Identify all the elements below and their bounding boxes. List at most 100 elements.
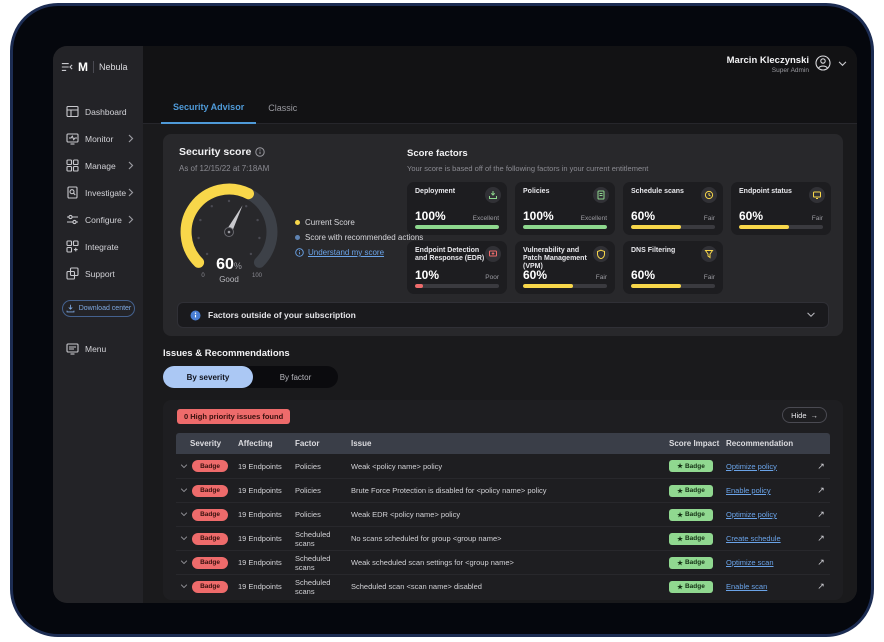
severity-badge: Badge bbox=[192, 460, 228, 472]
table-header-row: Severity Affecting Factor Issue Score Im… bbox=[176, 433, 830, 454]
table-row[interactable]: Badge 19 Endpoints Policies Brute Force … bbox=[176, 478, 830, 502]
integrate-icon bbox=[66, 240, 79, 253]
col-score-impact: Score Impact bbox=[669, 439, 720, 448]
score-factors-subtitle: Your score is based off of the following… bbox=[407, 164, 649, 173]
sidebar-item-menu[interactable]: Menu bbox=[66, 342, 106, 355]
recommendation-link[interactable]: Optimize policy bbox=[726, 510, 777, 519]
table-row[interactable]: Badge 19 Endpoints Policies Weak EDR <po… bbox=[176, 502, 830, 526]
factor-card-endpoint-status[interactable]: Endpoint status 60% Fair bbox=[731, 182, 831, 235]
table-row[interactable]: Badge 19 Endpoints Policies Weak <policy… bbox=[176, 454, 830, 478]
external-link-icon[interactable]: ↗ bbox=[817, 581, 825, 591]
user-menu-chevron-icon[interactable] bbox=[838, 61, 847, 67]
score-impact-badge: ★ Badge bbox=[669, 508, 713, 521]
row-expand-chevron-icon[interactable] bbox=[180, 536, 188, 541]
avatar-icon[interactable] bbox=[815, 55, 831, 71]
external-link-icon[interactable]: ↗ bbox=[817, 557, 825, 567]
sidebar-item-manage[interactable]: Manage bbox=[53, 152, 143, 179]
factor-progress-fill bbox=[739, 225, 790, 229]
deployment-icon bbox=[485, 187, 501, 203]
recommendation-link[interactable]: Enable policy bbox=[726, 486, 771, 495]
table-row[interactable]: Badge 19 Endpoints Scheduled scans Sched… bbox=[176, 574, 830, 598]
schedule-scans-icon bbox=[701, 187, 717, 203]
tab-security-advisor[interactable]: Security Advisor bbox=[161, 102, 257, 124]
star-icon: ★ bbox=[677, 583, 683, 591]
row-expand-chevron-icon[interactable] bbox=[180, 512, 188, 517]
external-link-icon[interactable]: ↗ bbox=[817, 533, 825, 543]
row-expand-chevron-icon[interactable] bbox=[180, 488, 188, 493]
dns-filtering-icon bbox=[701, 246, 717, 262]
security-score-title: Security score bbox=[179, 146, 252, 158]
factor-progress-fill bbox=[631, 284, 682, 288]
row-affecting: 19 Endpoints bbox=[238, 558, 282, 567]
factor-progress-fill bbox=[415, 225, 499, 229]
recommendation-link[interactable]: Enable scan bbox=[726, 582, 768, 591]
star-icon: ★ bbox=[677, 463, 683, 470]
download-center-button[interactable]: Download center bbox=[62, 300, 135, 317]
row-expand-chevron-icon[interactable] bbox=[180, 560, 188, 565]
star-icon: ★ bbox=[677, 535, 683, 543]
product-name: Nebula bbox=[99, 62, 128, 72]
user-block[interactable]: Marcin Kleczynski Super Admin bbox=[727, 55, 809, 74]
chevron-right-icon bbox=[128, 161, 134, 170]
sidebar-item-dashboard[interactable]: Dashboard bbox=[53, 98, 143, 125]
recommendation-link[interactable]: Create schedule bbox=[726, 534, 781, 543]
hide-button[interactable]: Hide → bbox=[782, 407, 827, 423]
understand-my-score-link[interactable]: Understand my score bbox=[308, 248, 385, 257]
sidebar-item-label: Investigate bbox=[85, 187, 127, 198]
sidebar-item-integrate[interactable]: Integrate bbox=[53, 233, 143, 260]
collapse-sidebar-icon[interactable] bbox=[61, 61, 73, 73]
factor-card-policies[interactable]: Policies 100% Excellent bbox=[515, 182, 615, 235]
factor-card-edr[interactable]: Endpoint Detection and Response (EDR) 10… bbox=[407, 241, 507, 294]
external-link-icon[interactable]: ↗ bbox=[817, 485, 825, 495]
row-affecting: 19 Endpoints bbox=[238, 510, 282, 519]
row-affecting: 19 Endpoints bbox=[238, 534, 282, 543]
endpoint-status-icon bbox=[809, 187, 825, 203]
score-factors-title: Score factors bbox=[407, 148, 468, 159]
table-row[interactable]: Badge 19 Endpoints Scheduled scans Weak … bbox=[176, 550, 830, 574]
sidebar-item-label: Manage bbox=[85, 160, 116, 171]
sidebar: M Nebula Dashboard Monitor Manage bbox=[53, 46, 143, 603]
gauge-track-arc bbox=[243, 188, 278, 268]
row-factor: Policies bbox=[295, 510, 321, 519]
info-icon[interactable] bbox=[255, 147, 266, 157]
table-row[interactable]: Badge 19 Endpoints Scheduled scans No sc… bbox=[176, 526, 830, 550]
support-icon bbox=[66, 267, 79, 280]
factors-outside-subscription-bar[interactable]: Factors outside of your subscription bbox=[177, 302, 829, 328]
chevron-right-icon bbox=[128, 134, 134, 143]
filter-by-severity[interactable]: By severity bbox=[163, 366, 253, 388]
factor-card-deployment[interactable]: Deployment 100% Excellent bbox=[407, 182, 507, 235]
row-expand-chevron-icon[interactable] bbox=[180, 463, 188, 469]
col-severity: Severity bbox=[190, 439, 222, 448]
external-link-icon[interactable]: ↗ bbox=[817, 509, 825, 519]
gauge-current-arc bbox=[180, 183, 254, 268]
row-expand-chevron-icon[interactable] bbox=[180, 584, 188, 589]
gauge-legend: Current Score Score with recommended act… bbox=[295, 218, 423, 257]
severity-badge: Badge bbox=[192, 484, 228, 497]
factor-progress-fill bbox=[631, 225, 682, 229]
filter-by-factor[interactable]: By factor bbox=[279, 372, 312, 382]
menu-label: Menu bbox=[85, 343, 107, 354]
recommendation-link[interactable]: Optimize scan bbox=[726, 558, 774, 567]
factor-card-dns-filtering[interactable]: DNS Filtering 60% Fair bbox=[623, 241, 723, 294]
tablet-frame: M Nebula Dashboard Monitor Manage bbox=[10, 3, 874, 637]
row-issue: No scans scheduled for group <group name… bbox=[351, 534, 502, 543]
factor-progress-fill bbox=[523, 225, 607, 229]
recommendation-link[interactable]: Optimize policy bbox=[726, 461, 777, 471]
external-link-icon[interactable]: ↗ bbox=[817, 460, 825, 471]
tab-classic[interactable]: Classic bbox=[268, 103, 298, 113]
factor-card-schedule-scans[interactable]: Schedule scans 60% Fair bbox=[623, 182, 723, 235]
factors-outside-label: Factors outside of your subscription bbox=[208, 310, 356, 320]
score-factors-grid: Deployment 100% Excellent Policies 100% Ex… bbox=[407, 182, 831, 294]
legend-recommended-score: Score with recommended actions bbox=[295, 233, 423, 242]
sidebar-item-label: Integrate bbox=[85, 241, 119, 252]
factor-progress-track bbox=[631, 284, 715, 288]
row-factor: Policies bbox=[295, 461, 321, 471]
factor-card-vpm[interactable]: Vulnerability and Patch Management (VPM)… bbox=[515, 241, 615, 294]
score-impact-badge: ★ Badge bbox=[669, 580, 713, 593]
sidebar-item-investigate[interactable]: Investigate bbox=[53, 179, 143, 206]
chevron-down-icon[interactable] bbox=[806, 312, 816, 318]
sidebar-item-support[interactable]: Support bbox=[53, 260, 143, 287]
star-icon: ★ bbox=[677, 559, 683, 567]
sidebar-item-configure[interactable]: Configure bbox=[53, 206, 143, 233]
sidebar-item-monitor[interactable]: Monitor bbox=[53, 125, 143, 152]
